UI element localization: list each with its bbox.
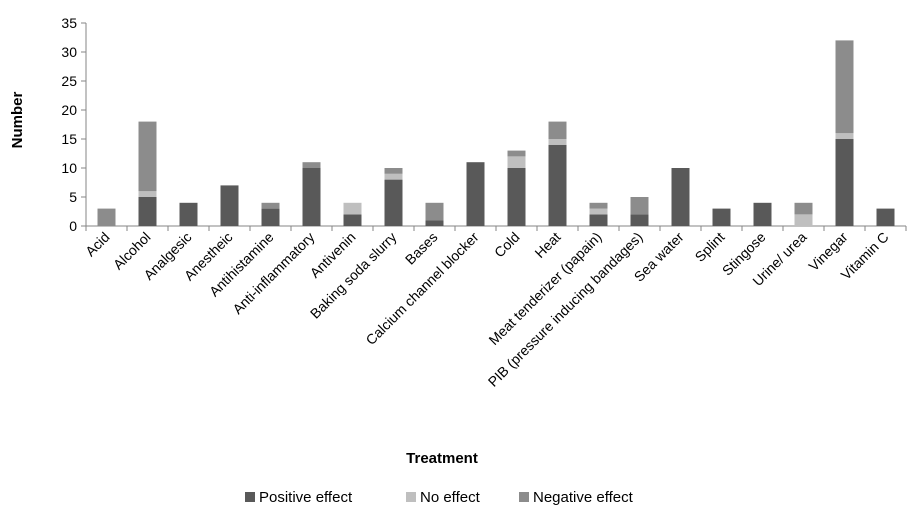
bar-segment — [712, 208, 731, 226]
bar-segment — [507, 168, 526, 226]
bar-segment — [384, 168, 403, 174]
legend-swatch — [406, 492, 416, 502]
category-labels: AcidAlcoholAnalgesicAnestheicAntihistami… — [82, 229, 892, 390]
bar-segment — [261, 202, 280, 209]
legend-label: No effect — [420, 489, 481, 506]
y-tick-label: 0 — [69, 218, 77, 234]
legend-item: Positive effect — [245, 489, 353, 506]
x-tick-label: Heat — [531, 229, 563, 261]
legend-item: Negative effect — [519, 489, 634, 506]
bar-segment — [589, 202, 608, 209]
bar-segment — [630, 197, 649, 215]
bar-segment — [835, 40, 854, 134]
bar-segment — [548, 121, 567, 139]
bar-segment — [548, 144, 567, 226]
legend-swatch — [245, 492, 255, 502]
bar-segment — [384, 179, 403, 226]
bar-segment — [835, 139, 854, 226]
bars — [97, 40, 895, 226]
x-tick-label: Cold — [491, 229, 523, 261]
y-tick-label: 30 — [61, 44, 77, 60]
x-axis-title: Treatment — [406, 450, 478, 467]
y-axis: 0 5 10 15 20 25 30 35 — [61, 15, 87, 234]
bar-segment — [425, 220, 444, 226]
legend-item: No effect — [406, 489, 481, 506]
bar-segment — [302, 168, 321, 226]
bar-segment — [876, 208, 895, 226]
y-tick-label: 25 — [61, 73, 77, 89]
bar-segment — [466, 162, 485, 226]
y-tick-label: 15 — [61, 131, 77, 147]
bar-segment — [835, 133, 854, 139]
x-tick-label: Splint — [692, 229, 728, 265]
legend-label: Positive effect — [259, 489, 353, 506]
y-axis-title: Number — [9, 92, 26, 149]
bar-segment — [97, 208, 116, 226]
y-tick-label: 5 — [69, 189, 77, 205]
bar-segment — [343, 214, 362, 226]
x-axis — [85, 225, 907, 231]
bar-segment — [138, 197, 157, 226]
y-tick-label: 35 — [61, 15, 77, 31]
bar-segment — [794, 202, 813, 215]
bar-segment — [261, 208, 280, 226]
legend-label: Negative effect — [533, 489, 634, 506]
x-tick-label: Bases — [402, 229, 441, 268]
bar-segment — [753, 202, 772, 226]
bar-segment — [343, 202, 362, 215]
bar-segment — [630, 214, 649, 226]
bar-segment — [794, 214, 813, 226]
y-tick-label: 20 — [61, 102, 77, 118]
bar-segment — [507, 156, 526, 168]
bar-segment — [671, 168, 690, 226]
bar-segment — [302, 162, 321, 168]
bar-segment — [138, 191, 157, 197]
x-tick-label: Acid — [82, 229, 113, 260]
legend-swatch — [519, 492, 529, 502]
bar-segment — [179, 202, 198, 226]
bar-segment — [384, 173, 403, 180]
bar-segment — [548, 139, 567, 145]
bar-segment — [425, 202, 444, 221]
bar-segment — [507, 150, 526, 157]
y-tick-label: 10 — [61, 160, 77, 176]
bar-segment — [138, 121, 157, 192]
bar-segment — [589, 208, 608, 215]
bar-segment — [220, 185, 239, 226]
legend: Positive effect No effect Negative effect — [245, 489, 634, 506]
bar-segment — [589, 214, 608, 226]
